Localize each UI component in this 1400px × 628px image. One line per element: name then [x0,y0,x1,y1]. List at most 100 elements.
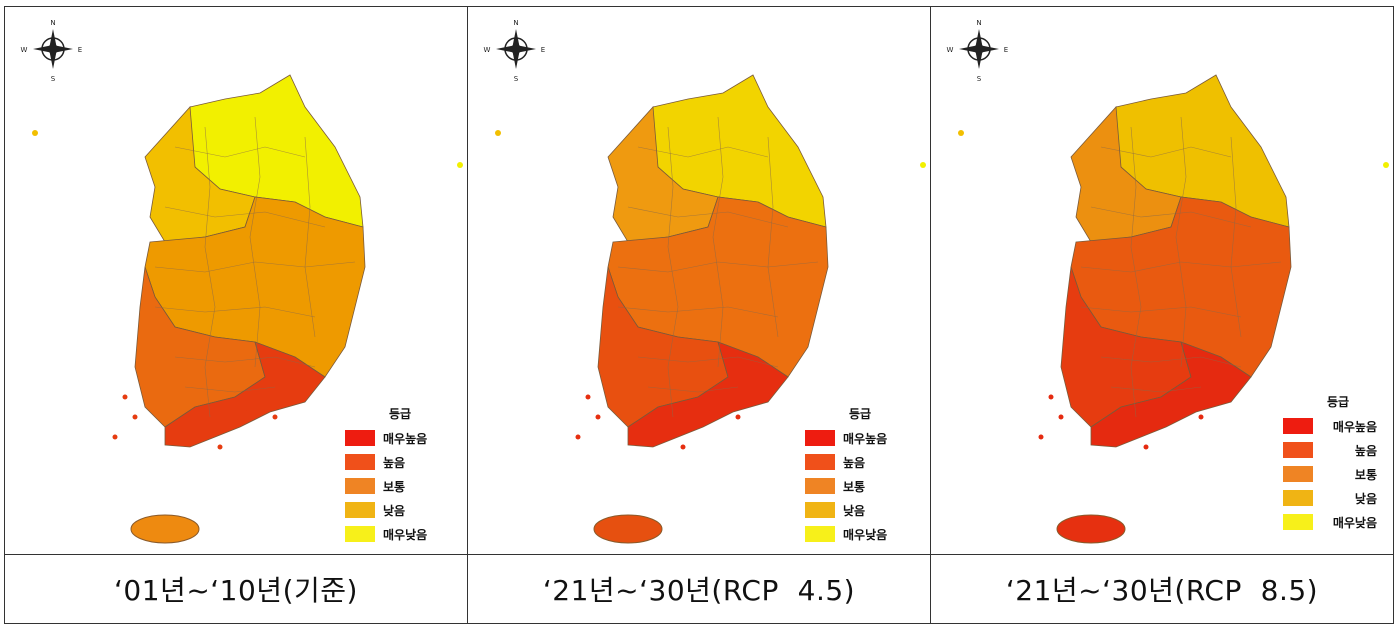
district-border [1175,116,1187,368]
compass-label-w: W [21,46,28,54]
compass-label-e: E [78,46,82,54]
island [705,409,711,415]
legend-label: 낮음 [1354,491,1377,506]
legend-item: 보통 [345,474,455,498]
legend-label: 보통 [843,479,866,494]
legend-item: 보통 [805,474,915,498]
compass-label-e: E [1004,46,1008,54]
district-border [174,146,306,158]
map-panel-rcp85: N S E W 등급 매우높음 높음 보통 낮음 매우낮음 [931,7,1393,555]
district-border [1110,386,1202,393]
island [735,414,741,420]
legend-swatch [1283,514,1313,530]
district-border [249,116,261,368]
legend-swatch [345,478,375,494]
district-border [767,136,779,338]
legend-swatch [805,454,835,470]
compass-label-e: E [541,46,545,54]
district-border [1100,356,1242,368]
legend-item: 매우높음 [345,426,455,450]
legend-item: 매우낮음 [345,522,455,546]
district-border [154,261,356,273]
legend-item: 낮음 [805,498,915,522]
compass-label-n: N [513,19,518,27]
legend-label: 매우높음 [1332,419,1377,434]
compass-label-w: W [484,46,491,54]
island [680,444,686,450]
map-panel-rcp45: N S E W 등급 매우높음 높음 보통 낮음 매우낮음 [468,7,931,555]
legend-item: 매우높음 [1283,414,1393,438]
district-border [627,206,789,228]
district-border [164,206,326,228]
region-south [627,341,789,448]
legend-label: 높음 [383,455,406,470]
legend-label: 높음 [1354,443,1377,458]
legend-item: 높음 [345,450,455,474]
district-border [1230,136,1242,338]
district-border [1100,146,1232,158]
legend-swatch [1283,442,1313,458]
island [1143,444,1149,450]
island [1038,434,1044,440]
caption-baseline: ‘01년~‘10년(기준) [5,555,468,623]
compass-rose-icon: N S E W [21,19,83,83]
island [217,444,223,450]
district-border [637,356,779,368]
legend-swatch [345,454,375,470]
legend-label: 매우낮음 [1332,515,1377,530]
korea-map: N S E W [484,19,926,544]
legend-swatch [1283,466,1313,482]
island [595,414,601,420]
district-border [1080,306,1242,318]
legend-swatch [1283,418,1313,434]
compass-label-s: S [51,75,56,83]
legend-swatch [345,502,375,518]
caption-rcp85: ‘21년~‘30년(RCP 8.5) [1005,574,1319,607]
island [575,434,581,440]
compass-label-n: N [976,19,981,27]
legend-label: 매우높음 [843,431,888,446]
district-border [154,306,316,318]
legend-label: 낮음 [383,503,406,518]
legend-item: 보통 [1283,462,1393,486]
legend-swatch [805,526,835,542]
district-border [712,116,724,368]
legend-title: 등급 [388,407,412,421]
legend-swatch [805,502,835,518]
island [1058,414,1064,420]
legend-item: 낮음 [345,498,455,522]
legend-item: 높음 [805,450,915,474]
korea-map: N S E W [947,19,1389,544]
korea-map: N S E W [21,19,463,544]
district-border [667,126,679,418]
island [1198,414,1204,420]
island [457,162,463,168]
legend-label: 보통 [1354,467,1377,482]
compass-label-s: S [977,75,982,83]
compass-label-n: N [50,19,55,27]
region-south [164,341,326,448]
legend-label: 높음 [843,455,866,470]
legend-item: 낮음 [1283,486,1393,510]
island [32,130,38,136]
island [1048,394,1054,400]
district-border [174,356,316,368]
legend-title: 등급 [1326,395,1350,409]
island [585,394,591,400]
island [1383,162,1389,168]
island [272,414,278,420]
island [242,409,248,415]
island [132,414,138,420]
district-border [1130,126,1142,418]
legend-item: 매우낮음 [1283,510,1393,534]
legend-label: 보통 [383,479,406,494]
district-border [617,261,819,273]
compass-label-s: S [514,75,519,83]
legend-label: 낮음 [843,503,866,518]
legend-label: 매우낮음 [843,527,888,542]
legend-swatch [345,430,375,446]
legend-swatch [805,430,835,446]
